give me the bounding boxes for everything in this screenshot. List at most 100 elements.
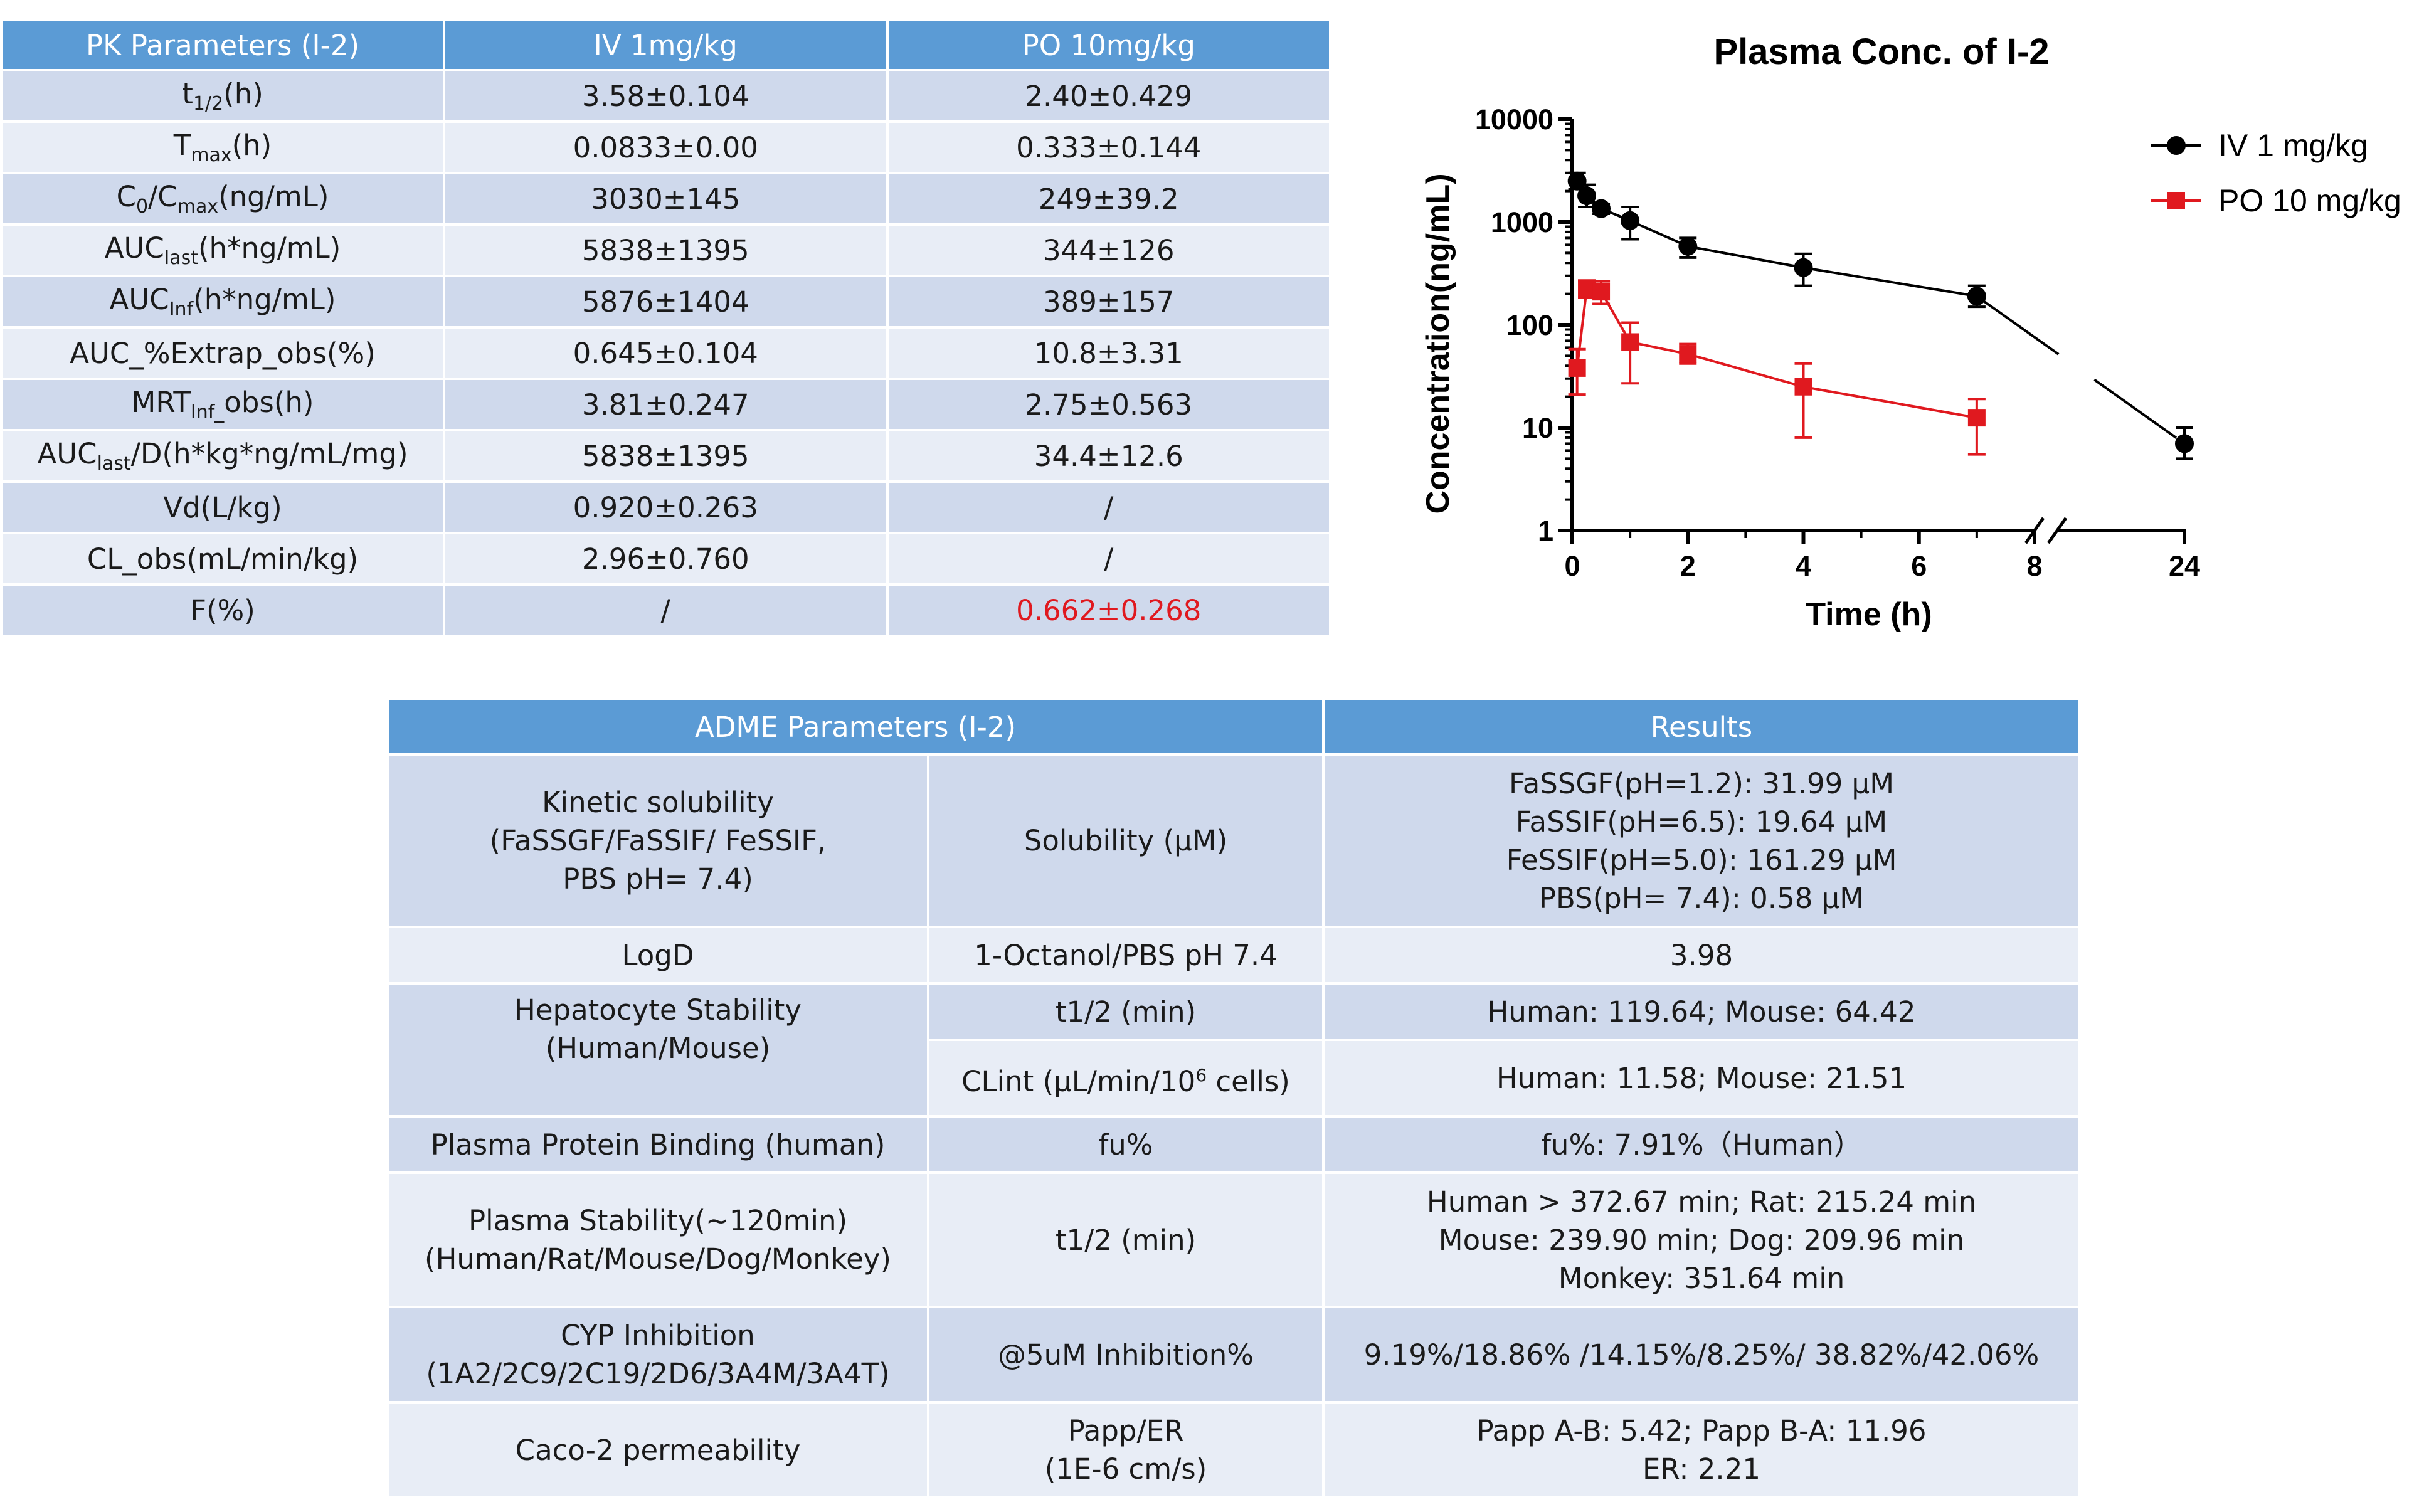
pk-value-iv: 3.58±0.104 [581,79,749,113]
pk-row: C0/Cmax(ng/mL) 3030±145 249±39.2 [3,174,1329,223]
ppb-label: Plasma Protein Binding (human) [430,1128,886,1161]
series-line-segment [1976,295,2186,445]
pk-value-po: 0.333±0.144 [1016,130,1202,164]
x-tick-label: 2 [1680,550,1696,582]
ppb-method: fu% [1098,1128,1153,1161]
pk-row: Vd(L/kg) 0.920±0.263 / [3,483,1329,532]
pk-param-text: AUC [37,437,97,470]
series-line-segment [1629,341,1688,356]
pk-value-po: 389±157 [1043,285,1175,319]
adme-row-caco2: Caco-2 permeability Papp/ER (1E-6 cm/s) … [389,1404,2078,1496]
pk-parameters-table: PK Parameters (I-2) IV 1mg/kg PO 10mg/kg… [0,19,1331,637]
pk-value-iv: 5838±1395 [581,233,749,267]
y-tick-label: 100 [1506,309,1553,341]
pk-param-text: (h) [223,77,263,110]
pk-row: CL_obs(mL/min/kg) 2.96±0.760 / [3,534,1329,583]
data-point-circle [1967,287,1986,306]
legend-marker [2167,136,2186,155]
plasma-stability-label: Plasma Stability(~120min) (Human/Rat/Mou… [389,1174,927,1306]
pk-param-text: (h*ng/mL) [193,283,336,316]
pk-value-iv: 5876±1404 [581,285,749,319]
hepatocyte-clint-result: Human: 11.58; Mouse: 21.51 [1325,1041,2078,1115]
adme-row-plasma-protein-binding: Plasma Protein Binding (human) fu% fu%: … [389,1118,2078,1171]
pk-param-text: /D(h*kg*ng/mL/mg) [130,437,408,470]
plasma-result-line: Mouse: 239.90 min; Dog: 209.96 min [1438,1223,1965,1257]
data-point-circle [1567,171,1587,191]
pk-value-iv: 2.96±0.760 [581,542,749,576]
hepatocyte-label-line: Hepatocyte Stability [514,993,802,1027]
pk-value-po: 2.40±0.429 [1025,79,1193,113]
pk-param-text: (h*ng/mL) [198,231,341,265]
pk-header-row: PK Parameters (I-2) IV 1mg/kg PO 10mg/kg [3,21,1329,69]
y-tick-label: 1000 [1491,206,1553,238]
data-point-square [1679,345,1697,363]
adme-header-results: Results [1325,700,2078,753]
pk-param-name: C0/Cmax(ng/mL) [3,174,443,223]
x-tick-label: 8 [2026,550,2042,582]
clint-text: CLint (μL/min/10 [961,1064,1196,1098]
adme-row-hepatocyte-clint: CLint (μL/min/106 cells) Human: 11.58; M… [389,1041,2078,1115]
kinetic-label-line: PBS pH= 7.4) [563,862,753,896]
pk-row: t1/2(h) 3.58±0.104 2.40±0.429 [3,71,1329,120]
clint-text-end: cells) [1207,1064,1290,1098]
pk-value-po: / [1104,490,1114,524]
pk-row: AUC_%Extrap_obs(%) 0.645±0.104 10.8±3.31 [3,329,1329,378]
pk-row: AUClast(h*ng/mL) 5838±1395 344±126 [3,226,1329,275]
pk-param-name: CL_obs(mL/min/kg) [3,534,443,583]
kinetic-label-line: (FaSSGF/FaSSIF/ FeSSIF, [489,824,827,857]
caco2-method-line: Papp/ER [1067,1414,1184,1447]
kinetic-solubility-label: Kinetic solubility (FaSSGF/FaSSIF/ FeSSI… [389,756,927,926]
pk-param-name: MRTInf_obs(h) [3,380,443,429]
pk-value-iv: 3030±145 [591,182,741,216]
kinetic-solubility-method: Solubility (μM) [1024,824,1228,857]
pk-param-name: AUC_%Extrap_obs(%) [3,329,443,378]
pk-value-po: / [1104,542,1114,576]
pk-param-name: Vd(L/kg) [3,483,443,532]
kinetic-result-line: FaSSGF(pH=1.2): 31.99 μM [1508,766,1895,800]
x-tick-label: 0 [1564,550,1580,582]
plasma-result-line: Human > 372.67 min; Rat: 215.24 min [1426,1185,1977,1219]
logd-result: 3.98 [1670,938,1733,972]
plasma-stability-results: Human > 372.67 min; Rat: 215.24 min Mous… [1325,1174,2078,1306]
pk-param-name: AUClast(h*ng/mL) [3,226,443,275]
kinetic-label-line: Kinetic solubility [542,786,774,819]
adme-row-kinetic-solubility: Kinetic solubility (FaSSGF/FaSSIF/ FeSSI… [389,756,2078,926]
caco2-result-line: Papp A-B: 5.42; Papp B-A: 11.96 [1476,1414,1927,1447]
cyp-inhibition-result: 9.19%/18.86% /14.15%/8.25%/ 38.82%/42.06… [1363,1338,2040,1372]
series-line-segment [1629,219,1689,248]
pk-param-text: T [173,129,191,162]
caco2-method-line: (1E-6 cm/s) [1044,1452,1207,1486]
y-axis-label: Concentration(ng/mL) [1420,173,1456,514]
data-point-circle [1621,211,1640,230]
pk-param-subscript: 0 [136,196,149,218]
pk-param-subscript: max [177,196,219,218]
pk-value-iv: 5838±1395 [581,439,749,473]
legend-label: PO 10 mg/kg [2218,183,2401,218]
kinetic-result-line: FeSSIF(pH=5.0): 161.29 μM [1506,843,1897,877]
pk-param-subscript: last [97,453,131,475]
pk-param-text: (ng/mL) [218,180,329,213]
pk-row: MRTInf_obs(h) 3.81±0.247 2.75±0.563 [3,380,1329,429]
data-point-square [1592,283,1611,301]
pk-value-iv: 0.0833±0.00 [573,130,758,164]
pk-param-name: AUClast/D(h*kg*ng/mL/mg) [3,431,443,480]
pk-param-text: Vd(L/kg) [163,490,282,524]
data-point-circle [1577,186,1597,206]
series-line-segment [1803,385,1977,420]
data-point-circle [1794,258,1813,277]
plasma-label-line: (Human/Rat/Mouse/Dog/Monkey) [425,1242,891,1276]
plasma-label-line: Plasma Stability(~120min) [468,1204,848,1237]
kinetic-result-line: FaSSIF(pH=6.5): 19.64 μM [1515,805,1888,838]
pk-param-name: F(%) [3,586,443,635]
hepatocyte-label-line: (Human/Mouse) [545,1032,771,1065]
data-point-circle [2175,434,2194,453]
hepatocyte-t12-method: t1/2 (min) [1055,995,1197,1028]
pk-param-name: Tmax(h) [3,123,443,172]
clint-superscript: 6 [1195,1064,1207,1086]
y-tick-label: 10000 [1475,103,1553,135]
pk-param-text: AUC [109,283,169,316]
legend-label: IV 1 mg/kg [2218,128,2368,163]
cyp-inhibition-label: CYP Inhibition (1A2/2C9/2C19/2D6/3A4M/3A… [389,1308,927,1401]
pk-value-iv: 0.920±0.263 [573,490,758,524]
